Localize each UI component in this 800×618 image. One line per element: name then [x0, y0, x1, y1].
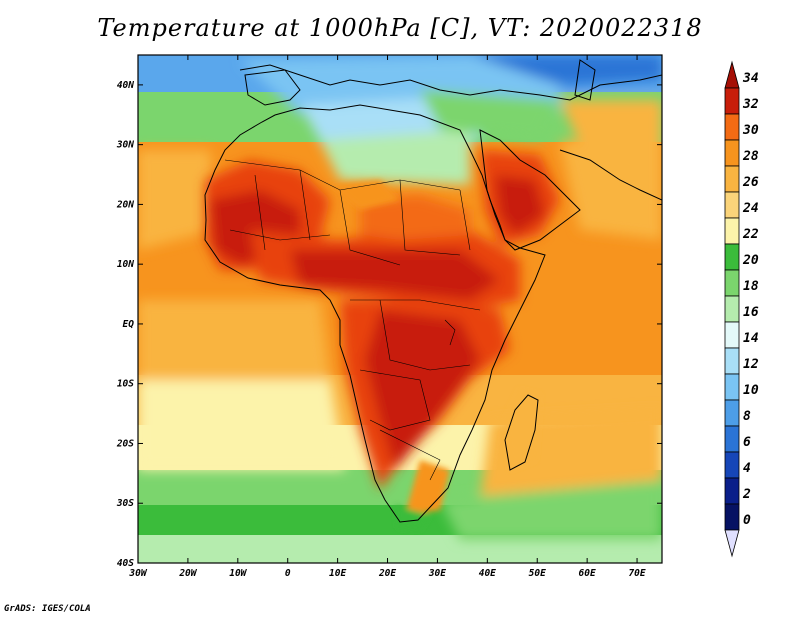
colorbar-top-arrow — [724, 60, 740, 89]
lon-tick-label: 40E — [479, 568, 496, 579]
colorbar-label: 2 — [742, 487, 751, 502]
europe-coastline — [239, 64, 662, 101]
colorbar-segment — [724, 347, 740, 375]
colorbar-bottom-arrow — [724, 529, 740, 558]
lat-tick-label: 10N — [117, 259, 134, 270]
colorbar-segment — [724, 191, 740, 219]
country-borders — [224, 159, 481, 481]
lon-tick-label: 20W — [178, 568, 197, 579]
colorbar-segment — [724, 113, 740, 141]
colorbar-segment — [724, 87, 740, 115]
colorbar-segment — [724, 451, 740, 479]
lon-tick-label: 10W — [229, 568, 247, 579]
colorbar-segment — [724, 217, 740, 245]
lat-tick-label: 30S — [116, 498, 134, 509]
lon-tick-label: 70E — [628, 568, 645, 579]
madagascar — [504, 394, 539, 471]
colorbar-label: 28 — [742, 149, 759, 164]
lat-tick-label: 40S — [117, 558, 134, 569]
lon-tick-label: 50E — [529, 568, 546, 579]
colorbar-label: 14 — [743, 331, 759, 346]
colorbar-label: 20 — [742, 253, 759, 268]
lat-tick-label: 20N — [116, 199, 134, 210]
lon-tick-label: 60E — [579, 568, 596, 579]
lon-tick-label: 20E — [378, 568, 396, 579]
africa-coastline — [204, 104, 546, 523]
colorbar-label: 18 — [743, 279, 759, 294]
longitude-axis: 30W 20W 10W 0 10E 20E 30E 40E 50E 60E 70E — [128, 55, 646, 579]
arabia-coastline — [479, 129, 581, 251]
latitude-axis: 40N 30N 20N 10N EQ 10S 20S 30S 40S — [116, 80, 662, 569]
colorbar-segment — [724, 425, 740, 453]
lon-tick-label: 0 — [285, 568, 291, 579]
colorbar-label: 30 — [742, 123, 759, 138]
colorbar-segment — [724, 503, 740, 531]
temperature-field — [138, 55, 662, 563]
plot-frame — [137, 54, 663, 564]
coastlines — [204, 59, 662, 523]
colorbar-segment — [724, 243, 740, 271]
lon-tick-label: 10E — [329, 568, 346, 579]
lat-tick-label: 10S — [117, 379, 134, 390]
caspian-region — [574, 59, 596, 101]
colorbar-label: 34 — [742, 71, 759, 86]
map-title: Temperature at 1000hPa [C], VT: 20200223… — [97, 14, 703, 42]
colorbar-segment — [724, 373, 740, 401]
colorbar-label: 6 — [743, 435, 751, 450]
colorbar-segment — [724, 269, 740, 297]
colorbar-segment — [724, 477, 740, 505]
colorbar-label: 26 — [742, 175, 759, 190]
lat-tick-label: 30N — [116, 140, 134, 151]
lat-tick-label: EQ — [123, 319, 135, 330]
colorbar-label: 12 — [743, 357, 759, 372]
grads-credit: GrADS: IGES/COLA — [4, 604, 91, 614]
colorbar-segment — [724, 165, 740, 193]
lon-tick-label: 30W — [128, 568, 147, 579]
colorbar-label: 4 — [743, 461, 751, 476]
lat-tick-label: 20S — [116, 438, 134, 449]
colorbar-segment — [724, 139, 740, 167]
colorbar-label: 24 — [742, 201, 759, 216]
colorbar-segment — [724, 399, 740, 427]
colorbar-label: 0 — [743, 513, 751, 528]
colorbar-label: 8 — [743, 409, 751, 424]
iberia — [244, 69, 301, 106]
lat-tick-label: 40N — [117, 80, 134, 91]
persian-gulf — [559, 149, 662, 201]
colorbar-label: 22 — [742, 227, 759, 242]
colorbar-segment — [724, 295, 740, 323]
colorbar-label: 16 — [743, 305, 759, 320]
colorbar-segment — [724, 321, 740, 349]
lon-tick-label: 30E — [428, 568, 446, 579]
colorbar-label: 32 — [742, 97, 759, 112]
colorbar-label: 10 — [743, 383, 759, 398]
